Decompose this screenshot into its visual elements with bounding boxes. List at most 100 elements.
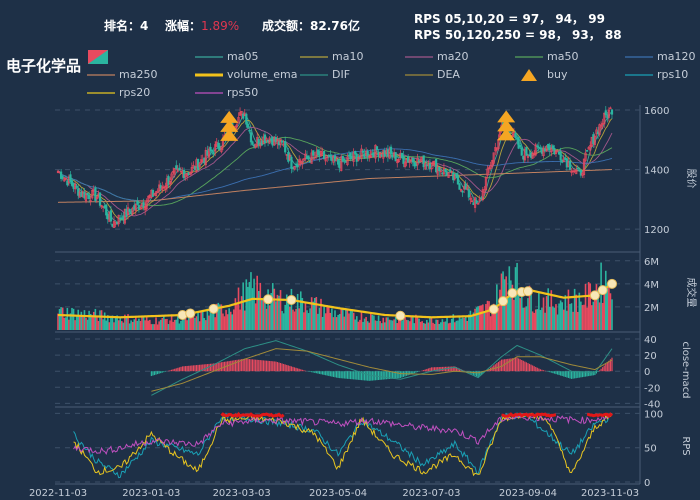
volume-bar	[391, 320, 394, 330]
volume-bar	[396, 323, 399, 330]
change-info: 涨幅：1.89%	[165, 19, 240, 33]
legend-item-DIF[interactable]: DIF	[300, 68, 350, 81]
volume-bar	[323, 306, 325, 330]
candle-body	[237, 116, 240, 124]
volume-bar	[401, 320, 403, 330]
candle-body	[340, 156, 343, 171]
candle-body	[117, 214, 120, 225]
volume-bar	[552, 306, 554, 330]
volume-bar	[377, 315, 380, 330]
volume-bar	[169, 320, 171, 330]
volume-bar	[281, 311, 283, 330]
volume-bar	[597, 289, 599, 330]
candle-body	[609, 107, 612, 110]
volume-bar	[553, 307, 556, 330]
legend-item-ma10[interactable]: ma10	[300, 50, 363, 63]
legend-item-ma20[interactable]: ma20	[405, 50, 468, 63]
volume-bar	[332, 317, 335, 330]
volume-bar	[379, 321, 381, 330]
volume-tick-label: 6M	[644, 257, 659, 268]
legend-item-buy[interactable]: buy	[515, 68, 567, 81]
candle-body	[586, 150, 589, 152]
series-rps20	[73, 412, 613, 477]
candle-body	[88, 194, 91, 200]
volume-bar	[292, 309, 294, 330]
volume-bar	[449, 322, 451, 330]
legend-item-rps20[interactable]: rps20	[87, 86, 150, 99]
series-ma50	[57, 136, 613, 207]
volume-bar	[102, 319, 104, 330]
volume-bar	[149, 319, 151, 330]
candle-body	[145, 200, 148, 209]
candle-body	[603, 112, 606, 125]
volume-bar	[275, 301, 277, 330]
legend-label-ma250: ma250	[119, 68, 158, 81]
volume-bar	[447, 323, 450, 330]
volume-bar	[471, 315, 473, 330]
candle-body	[341, 155, 344, 162]
candle-body	[212, 152, 215, 155]
volume-bar	[567, 289, 570, 330]
legend-item-volume_ema[interactable]: volume_ema	[195, 68, 297, 81]
legend-item-rps10[interactable]: rps10	[625, 68, 688, 81]
volume-bar	[583, 304, 585, 330]
volume-bar	[284, 304, 287, 330]
candle-body	[545, 146, 548, 152]
volume-bar	[360, 312, 363, 330]
legend-item-ma50[interactable]: ma50	[515, 50, 578, 63]
volume-bar	[474, 308, 476, 330]
volume-bar	[124, 314, 126, 330]
candle-body	[310, 152, 313, 164]
volume-bar	[598, 302, 601, 330]
volume-bar	[486, 300, 489, 330]
x-tick-label: 2023-07-03	[402, 488, 460, 499]
candle-body	[411, 157, 414, 163]
candle-body	[343, 158, 346, 161]
rps-axis-label: RPS	[680, 436, 691, 455]
volume-bar	[531, 311, 534, 330]
volume-bar	[374, 320, 377, 330]
volume-bar	[371, 314, 374, 330]
volume-bar	[68, 319, 70, 330]
candle-body	[514, 132, 517, 139]
candle-body	[214, 144, 217, 152]
volume-bar	[545, 296, 548, 330]
volume-bar	[201, 311, 204, 330]
volume-bar	[506, 296, 509, 330]
legend-item-ma05[interactable]: ma05	[195, 50, 258, 63]
volume-bar	[412, 317, 414, 330]
candle-body	[464, 183, 467, 190]
volume-bar	[422, 322, 425, 330]
volume-bar	[183, 316, 185, 330]
legend-item-ma120[interactable]: ma120	[625, 50, 695, 63]
volume-bar	[192, 315, 195, 330]
candle-body	[167, 176, 170, 185]
candle-body	[598, 124, 601, 135]
volume-bar	[421, 321, 423, 330]
legend-label-ma50: ma50	[547, 50, 579, 63]
volume-bar	[584, 283, 587, 330]
volume-bar	[376, 320, 378, 330]
volume-bar	[348, 313, 350, 330]
volume-marker	[498, 296, 509, 307]
legend-item-DEA[interactable]: DEA	[405, 68, 460, 81]
volume-bar	[326, 305, 329, 330]
rps-long-info: RPS 50,120,250 = 98， 93， 88	[414, 28, 622, 42]
volume-bar	[110, 316, 112, 330]
volume-bar	[86, 319, 89, 330]
candle-body	[360, 148, 363, 159]
volume-bar	[89, 313, 92, 330]
volume-bar	[564, 295, 567, 330]
x-tick-label: 2023-11-03	[581, 488, 639, 499]
volume-bar	[513, 299, 515, 330]
candle-body	[190, 167, 193, 174]
volume-bar	[74, 320, 76, 330]
volume-bar	[488, 301, 490, 330]
volume-bar	[341, 309, 344, 330]
candle-body	[556, 150, 559, 153]
volume-bar	[103, 312, 106, 330]
legend-item-ma250[interactable]: ma250	[87, 68, 157, 81]
legend-item-rps50[interactable]: rps50	[195, 86, 258, 99]
volume-bar	[534, 309, 537, 330]
candle-body	[582, 158, 586, 176]
